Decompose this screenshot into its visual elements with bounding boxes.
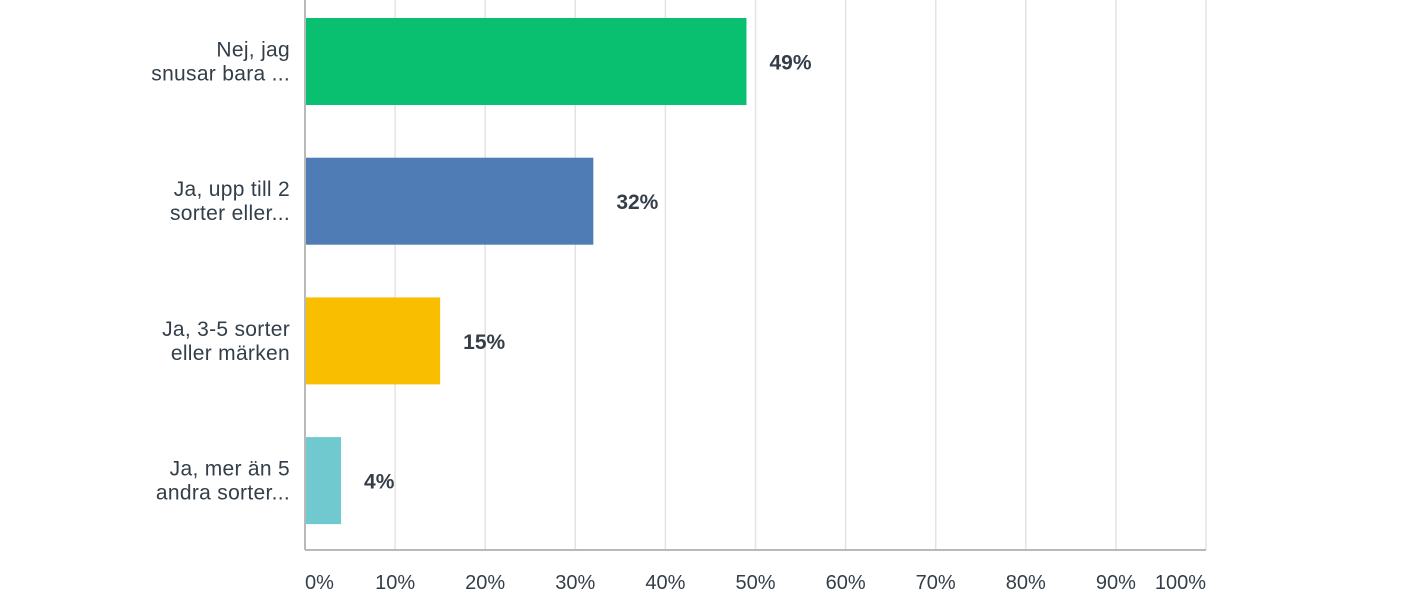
category-label-line: Ja, 3-5 sorter (162, 318, 290, 341)
category-label-line: sorter eller... (170, 202, 290, 225)
bar-value-label: 32% (616, 191, 658, 214)
bar-value-label: 4% (364, 471, 395, 494)
bar-value-label: 15% (463, 331, 505, 354)
x-tick-label: 50% (735, 572, 775, 594)
x-tick-label: 20% (465, 572, 505, 594)
x-tick-label: 10% (375, 572, 415, 594)
axes (304, 0, 1206, 551)
labels: 0% 10% 20% 30% 40% 50% 60% 70% 80% 90% 100% 49% Nej,… (151, 39, 1206, 595)
category-label-line: Nej, jag (216, 39, 290, 62)
x-tick-label: 60% (826, 572, 866, 594)
x-tick-label: 70% (916, 572, 956, 594)
bar (306, 437, 342, 525)
bars (306, 18, 747, 525)
bar-value-label: 49% (769, 52, 811, 75)
category-label-line: eller märken (171, 342, 290, 365)
x-tick-label: 0% (305, 572, 334, 594)
category-label: Ja, upp till 2 sorter eller... (170, 178, 290, 225)
category-label: Ja, 3-5 sorter eller märken (162, 318, 290, 365)
bar (306, 157, 594, 245)
x-tick-label: 40% (645, 572, 685, 594)
bar (306, 297, 441, 385)
category-label: Ja, mer än 5 andra sorter... (156, 458, 290, 505)
x-tick-label: 90% (1096, 572, 1136, 594)
category-label-line: Ja, upp till 2 (174, 178, 290, 201)
x-tick-label: 30% (555, 572, 595, 594)
bar (306, 18, 747, 105)
x-tick-label: 80% (1006, 572, 1046, 594)
category-label-line: andra sorter... (156, 482, 290, 505)
category-label: Nej, jag snusar bara ... (151, 39, 290, 86)
category-label-line: snusar bara ... (151, 63, 290, 86)
category-label-line: Ja, mer än 5 (170, 458, 290, 481)
x-tick-label: 100% (1155, 572, 1206, 594)
